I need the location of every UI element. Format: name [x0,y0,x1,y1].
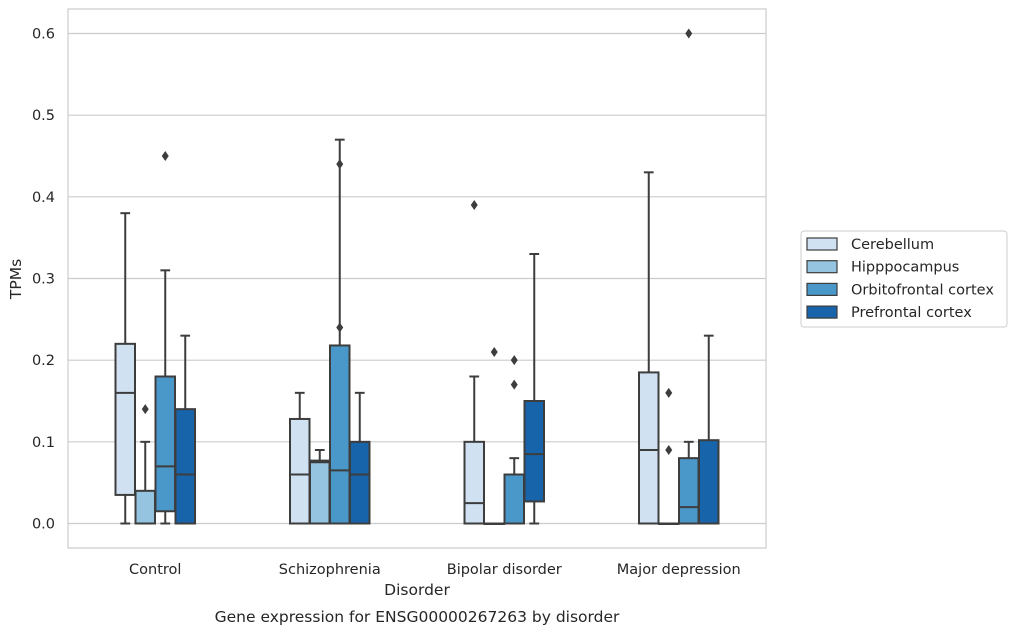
box [329,344,351,525]
outlier-point [141,404,149,415]
x-axis-label: Disorder [384,581,450,599]
box [503,473,525,525]
y-axis-label: TPMs [7,259,25,300]
legend: Cerebellum Hipppocampus Orbitofrontal cort… [800,230,1008,328]
box [174,408,196,525]
outlier-point [685,28,693,39]
legend-label: Cerebellum [851,237,934,253]
box-group [329,138,351,525]
y-tick-label: 0.5 [32,108,55,124]
y-tick-label: 0.3 [32,272,55,288]
y-tick-label: 0.4 [32,190,55,206]
y-tick-label: 0.0 [32,517,55,533]
outlier-point [470,200,478,210]
box [289,417,311,525]
boxes [114,28,720,525]
legend-swatch [806,260,838,274]
x-tick-label: Control [129,562,181,578]
legend-swatch [806,305,838,319]
legend-label: Orbitofrontal cortex [851,282,994,298]
box [698,439,720,525]
legend-label: Hipppocampus [851,260,959,276]
box [638,371,660,525]
y-tick-label: 0.6 [32,27,55,43]
box-group [154,151,176,525]
legend-frame [800,230,1008,328]
y-axis-ticks: 0.0 0.1 0.2 0.3 0.4 0.5 0.6 [32,27,55,533]
box-group [114,212,136,525]
box-group [349,391,371,525]
box-group [309,449,331,525]
box [463,440,485,525]
outlier-point [510,379,518,390]
outlier-point [510,355,518,366]
x-tick-label: Schizophrenia [279,562,381,578]
box [349,440,371,525]
chart-caption: Gene expression for ENSG00000267263 by d… [215,608,620,626]
outlier-point [665,387,673,398]
box-group [174,334,196,525]
box [678,457,700,525]
x-tick-label: Bipolar disorder [447,562,562,578]
outlier-point [336,159,344,170]
box [309,459,331,525]
y-tick-label: 0.1 [32,435,55,451]
outlier-point [161,151,169,161]
box-group [698,334,720,525]
box [154,375,176,513]
x-axis-ticks: Control Schizophrenia Bipolar disorder Majo… [129,562,741,578]
box [134,489,156,525]
y-tick-label: 0.2 [32,353,55,369]
box [114,342,136,496]
box [523,400,545,503]
outlier-point [336,322,344,333]
box-group [463,200,485,525]
legend-swatch [806,237,838,251]
box-group [638,171,660,525]
outlier-point [665,445,673,455]
legend-label: Prefrontal cortex [851,305,972,321]
x-tick-label: Major depression [617,562,741,578]
box-group [523,253,545,525]
box-group [289,391,311,525]
legend-swatch [806,282,838,296]
outlier-point [490,347,498,357]
